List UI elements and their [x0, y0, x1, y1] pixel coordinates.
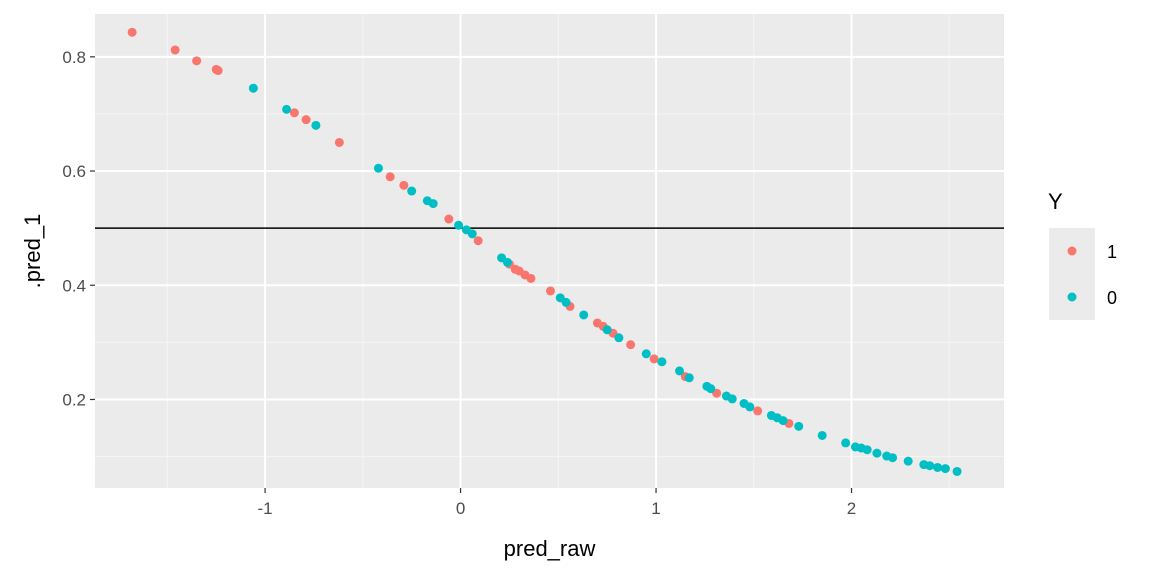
x-axis-title: pred_raw	[504, 536, 596, 561]
data-point-y0	[888, 453, 898, 463]
data-point-y0	[925, 461, 935, 471]
data-point-y0	[684, 373, 694, 383]
data-point-y1	[385, 172, 395, 182]
data-point-y1	[649, 354, 659, 364]
data-points	[127, 27, 962, 476]
data-point-y0	[454, 220, 464, 230]
data-point-y0	[727, 394, 737, 404]
data-point-y0	[817, 430, 827, 440]
data-point-y0	[952, 466, 962, 476]
x-tick-label: 0	[456, 499, 465, 518]
y-axis-title: .pred_1	[20, 214, 45, 289]
panel-background	[95, 14, 1004, 488]
x-tick-label: 1	[651, 499, 660, 518]
data-point-y0	[248, 83, 258, 93]
data-point-y0	[862, 445, 872, 455]
x-tick-label: -1	[258, 499, 273, 518]
data-point-y0	[602, 325, 612, 335]
data-point-y0	[706, 384, 716, 394]
data-point-y0	[778, 416, 788, 426]
legend: Y 1 0	[1048, 189, 1117, 320]
y-tick-label: 0.6	[62, 162, 86, 181]
data-point-y0	[502, 257, 512, 267]
data-point-y1	[192, 56, 202, 66]
data-point-y0	[311, 120, 321, 130]
data-point-y0	[407, 186, 417, 196]
data-point-y0	[428, 199, 438, 209]
data-point-y0	[579, 310, 589, 320]
data-point-y1	[473, 236, 483, 246]
data-point-y0	[282, 104, 292, 114]
data-point-y1	[626, 340, 636, 350]
data-point-y0	[657, 357, 667, 367]
data-point-y1	[526, 273, 536, 283]
major-gridlines	[95, 14, 1004, 488]
data-point-y1	[334, 137, 344, 147]
data-point-y1	[170, 45, 180, 55]
x-tick-label: 2	[847, 499, 856, 518]
data-point-y0	[940, 464, 950, 474]
y-tick-label: 0.4	[62, 276, 86, 295]
data-point-y0	[373, 163, 383, 173]
data-point-y1	[753, 406, 763, 416]
data-point-y1	[127, 27, 137, 37]
data-point-y0	[745, 402, 755, 412]
data-point-y0	[933, 462, 943, 472]
data-point-y0	[614, 333, 624, 343]
data-point-y0	[467, 229, 477, 239]
data-point-y1	[444, 214, 454, 224]
legend-key-0-dot	[1067, 292, 1077, 302]
data-point-y1	[545, 286, 555, 296]
y-tick-label: 0.2	[62, 390, 86, 409]
data-point-y1	[399, 180, 409, 190]
legend-label-0: 0	[1107, 288, 1117, 308]
x-axis: -1 0 1 2	[258, 488, 856, 518]
data-point-y0	[641, 349, 651, 359]
data-point-y0	[794, 421, 804, 431]
data-point-y0	[674, 366, 684, 376]
legend-title: Y	[1048, 189, 1063, 214]
data-point-y1	[213, 66, 223, 76]
data-point-y0	[903, 456, 913, 466]
legend-key-1-dot	[1067, 246, 1077, 256]
y-tick-label: 0.8	[62, 48, 86, 67]
data-point-y1	[289, 108, 299, 118]
data-point-y0	[872, 448, 882, 458]
data-point-y0	[841, 438, 851, 448]
y-axis: 0.2 0.4 0.6 0.8	[62, 48, 95, 409]
legend-label-1: 1	[1107, 242, 1117, 262]
data-point-y0	[561, 297, 571, 307]
data-point-y1	[301, 115, 311, 125]
